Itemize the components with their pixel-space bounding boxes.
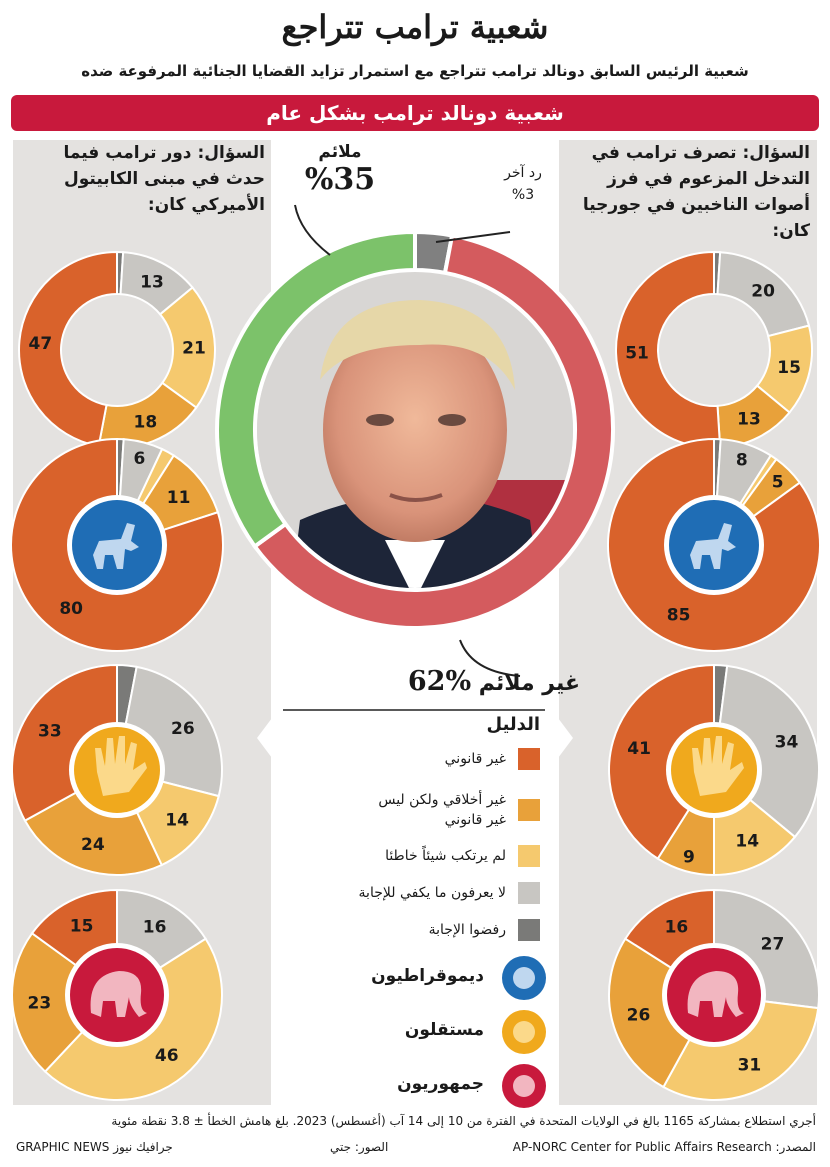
other-leader-line: [435, 231, 511, 243]
section-banner: شعبية دونالد ترامب بشكل عام: [11, 95, 819, 131]
segment-value-label: 15: [777, 358, 801, 378]
segment-value-label: 16: [665, 918, 689, 938]
segment-value-label: 6: [133, 449, 145, 469]
donut-segment: [608, 663, 715, 861]
legend-party-republicans: جمهوريون: [300, 1074, 540, 1094]
segment-value-label: 14: [165, 811, 189, 831]
segment-value-label: 26: [627, 1005, 651, 1025]
segment-value-label: 18: [134, 413, 158, 433]
legend-party-independents: مستقلون: [300, 1020, 540, 1040]
legend-item-unethical: غير أخلاقي ولكن ليس غير قانوني: [300, 790, 540, 830]
legend-label: لا يعرفون ما يكفي للإجابة: [358, 885, 506, 901]
legend-label: رفضوا الإجابة: [428, 922, 506, 938]
favorable-callout: ملائم %35: [285, 142, 395, 197]
donut-segment: [615, 250, 722, 449]
legend-swatch: [518, 799, 540, 821]
segment-value-label: 26: [171, 719, 195, 739]
overall-favorability-donut: [215, 229, 615, 630]
segment-value-label: 41: [627, 739, 651, 759]
legend-party-democrats: ديموقراطيون: [300, 966, 540, 986]
segment-value-label: 47: [29, 334, 53, 354]
segment-value-label: 5: [772, 472, 784, 492]
question-donuts: 1321184761180261424331646231520151351858…: [10, 250, 821, 1101]
segment-value-label: 23: [28, 993, 52, 1013]
photo-credit: الصور: جتي: [330, 1140, 389, 1154]
other-callout: رد آخر %3: [478, 162, 568, 206]
unfavorable-arc: [252, 233, 615, 630]
segment-value-label: 46: [155, 1046, 179, 1066]
legend-swatch: [518, 845, 540, 867]
source-credit: المصدر: AP-NORC Center for Public Affair…: [512, 1140, 816, 1154]
legend-item-refused: رفضوا الإجابة: [300, 919, 540, 941]
donkey-icon: [500, 954, 548, 1002]
georgia-question: السؤال: تصرف ترامب في التدخل المزعوم في …: [582, 143, 810, 241]
segment-value-label: 15: [70, 917, 94, 937]
elephant-icon: [500, 1062, 548, 1110]
page-title: شعبية ترامب تتراجع: [281, 8, 549, 46]
legend-item-dont-know: لا يعرفون ما يكفي للإجابة: [300, 882, 540, 904]
segment-value-label: 27: [761, 934, 785, 954]
segment-value-label: 85: [667, 605, 691, 625]
legend-party-label: ديموقراطيون: [371, 966, 484, 986]
legend-swatch: [518, 748, 540, 770]
segment-value-label: 20: [751, 282, 775, 302]
donut-segment: [11, 931, 119, 1073]
favorable-arc: [215, 229, 417, 550]
legend-item-nothing-wrong: لم يرتكب شيئاً خاطئا: [300, 845, 540, 867]
other-label: رد آخر: [504, 165, 542, 181]
legend-party-icons: [500, 954, 548, 1110]
favorable-value: %35: [304, 162, 376, 197]
segment-value-label: 9: [683, 847, 695, 867]
segment-value-label: 11: [167, 488, 191, 508]
legend-swatch: [518, 919, 540, 941]
segment-value-label: 13: [140, 272, 164, 292]
segment-value-label: 34: [775, 732, 799, 752]
segment-value-label: 14: [735, 832, 759, 852]
donut-segment: [608, 937, 716, 1089]
donut-segment: [18, 250, 118, 448]
segment-value-label: 31: [738, 1055, 762, 1075]
capitol-donut-democrats: 6 11 80: [10, 437, 224, 652]
capitol-donut-all: 13 21 18 47: [18, 250, 216, 449]
page-subtitle: شعبية الرئيس السابق دونالد ترامب تتراجع …: [81, 62, 749, 80]
legend-label: غير قانوني: [444, 751, 506, 767]
segment-value-label: 80: [59, 599, 83, 619]
legend-label: لم يرتكب شيئاً خاطئا: [385, 848, 506, 864]
other-value: %3: [511, 187, 535, 203]
favorable-leader-line: [294, 204, 331, 256]
unfavorable-leader-line: [459, 639, 521, 677]
segment-value-label: 16: [143, 918, 167, 938]
legend-pointer-left: [257, 718, 272, 758]
legend-item-illegal: غير قانوني: [300, 748, 540, 770]
donut-segment: [10, 437, 224, 652]
legend-pointer-right: [558, 718, 573, 758]
hand-icon: [500, 1008, 548, 1056]
segment-value-label: 33: [38, 721, 62, 741]
georgia-donut-all: 20 15 13 51: [615, 250, 813, 449]
legend-label: غير أخلاقي ولكن ليس غير قانوني: [378, 792, 506, 828]
brand-credit: GRAPHIC NEWS جرافيك نيوز: [16, 1140, 173, 1154]
georgia-donut-independents: 34 14 9 41: [608, 663, 820, 877]
donut-segment: [712, 664, 820, 839]
segment-value-label: 8: [736, 450, 748, 470]
legend-party-label: جمهوريون: [397, 1074, 484, 1094]
unfavorable-value: %62: [407, 666, 472, 697]
legend-swatch: [518, 882, 540, 904]
capitol-question: السؤال: دور ترامب فيما حدث في مبنى الكاب…: [63, 143, 265, 215]
capitol-donut-republicans: 16 46 23 15: [11, 888, 223, 1101]
legend-title: الدليل: [486, 714, 541, 735]
segment-value-label: 24: [81, 835, 105, 855]
segment-value-label: 21: [182, 339, 206, 359]
survey-note: أجري استطلاع بمشاركة 1165 بالغ في الولاي…: [111, 1114, 816, 1128]
capitol-donut-independents: 26 14 24 33: [11, 663, 223, 876]
favorable-label: ملائم: [318, 142, 362, 162]
segment-value-label: 13: [737, 410, 761, 430]
unfavorable-callout: غير ملائم %62: [360, 666, 580, 697]
georgia-donut-republicans: 27 31 26 16: [608, 888, 820, 1101]
legend-party-label: مستقلون: [404, 1020, 484, 1040]
segment-value-label: 51: [625, 343, 649, 363]
unfavorable-label: غير ملائم: [478, 671, 580, 696]
